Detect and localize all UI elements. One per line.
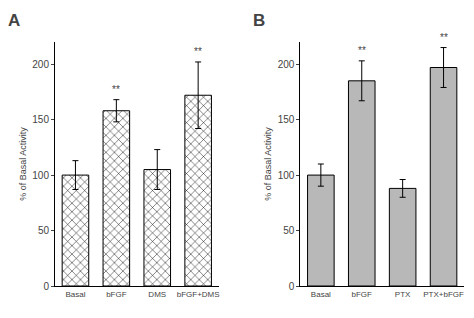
- svg-text:100: 100: [32, 170, 49, 181]
- svg-text:200: 200: [32, 59, 49, 70]
- svg-text:PTX: PTX: [395, 290, 411, 299]
- svg-text:0: 0: [289, 281, 295, 292]
- svg-text:A: A: [8, 11, 20, 30]
- svg-text:0: 0: [43, 281, 49, 292]
- svg-text:**: **: [440, 32, 448, 43]
- svg-text:100: 100: [278, 170, 295, 181]
- svg-text:bFGF: bFGF: [352, 290, 373, 299]
- svg-text:bFGF+DMS: bFGF+DMS: [177, 290, 220, 299]
- svg-text:50: 50: [283, 225, 295, 236]
- svg-text:**: **: [194, 46, 202, 57]
- svg-text:200: 200: [278, 59, 295, 70]
- svg-text:DMS: DMS: [148, 290, 166, 299]
- svg-text:bFGF: bFGF: [106, 290, 127, 299]
- svg-text:**: **: [112, 84, 120, 95]
- svg-text:% of Basal Activity: % of Basal Activity: [263, 127, 273, 201]
- svg-text:% of Basal Activity: % of Basal Activity: [18, 127, 28, 201]
- svg-text:B: B: [253, 11, 265, 30]
- svg-text:150: 150: [278, 114, 295, 125]
- svg-text:PTX+bFGF: PTX+bFGF: [423, 290, 464, 299]
- svg-text:50: 50: [38, 225, 50, 236]
- svg-text:Basal: Basal: [311, 290, 331, 299]
- svg-text:150: 150: [32, 114, 49, 125]
- svg-text:Basal: Basal: [65, 290, 85, 299]
- svg-text:**: **: [358, 45, 366, 56]
